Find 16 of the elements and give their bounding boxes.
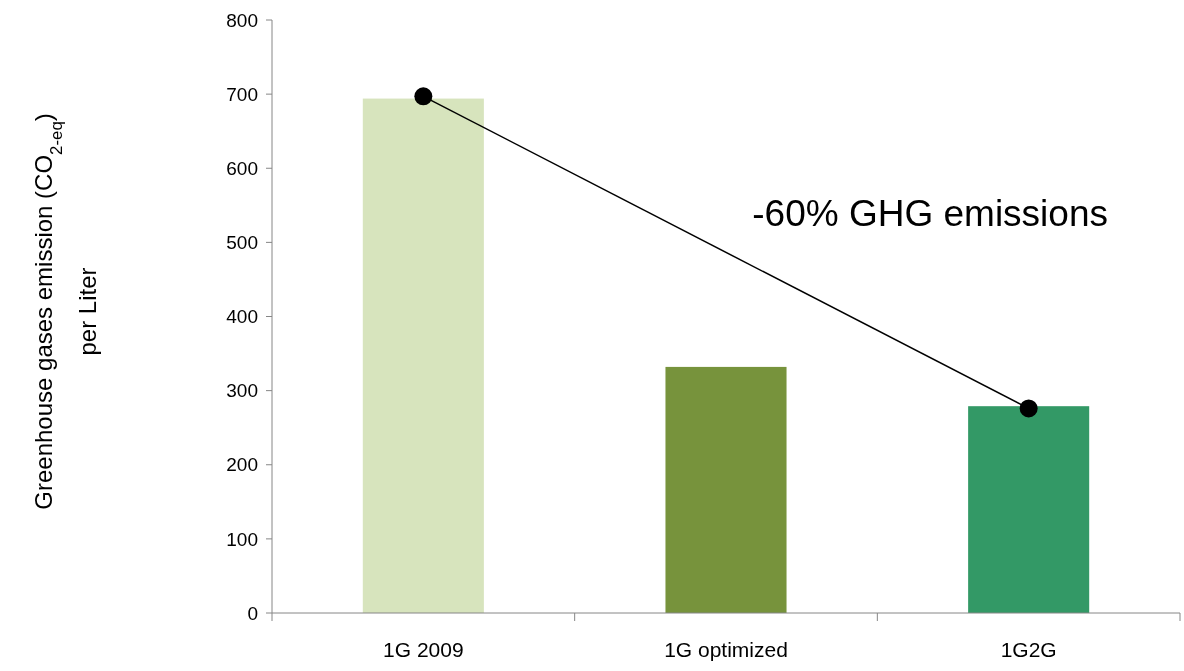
y-tick-label: 300 <box>226 380 258 402</box>
annotation: -60% GHG emissions <box>752 192 1108 234</box>
y-tick-label: 500 <box>226 232 258 254</box>
y-tick-label: 800 <box>226 9 258 31</box>
bar <box>968 406 1090 613</box>
y-tick-label: 200 <box>226 454 258 476</box>
x-tick-label: 1G optimized <box>664 638 788 661</box>
bar <box>362 98 484 613</box>
bar <box>665 366 787 613</box>
x-tick-label: 1G 2009 <box>383 638 464 661</box>
x-tick-label: 1G2G <box>1000 638 1057 661</box>
y-tick-label: 0 <box>247 602 258 624</box>
y-tick-label: 100 <box>226 528 258 550</box>
y-tick-label: 700 <box>226 83 258 105</box>
y-tick-label: 400 <box>226 306 258 328</box>
y-tick-label: 600 <box>226 157 258 179</box>
